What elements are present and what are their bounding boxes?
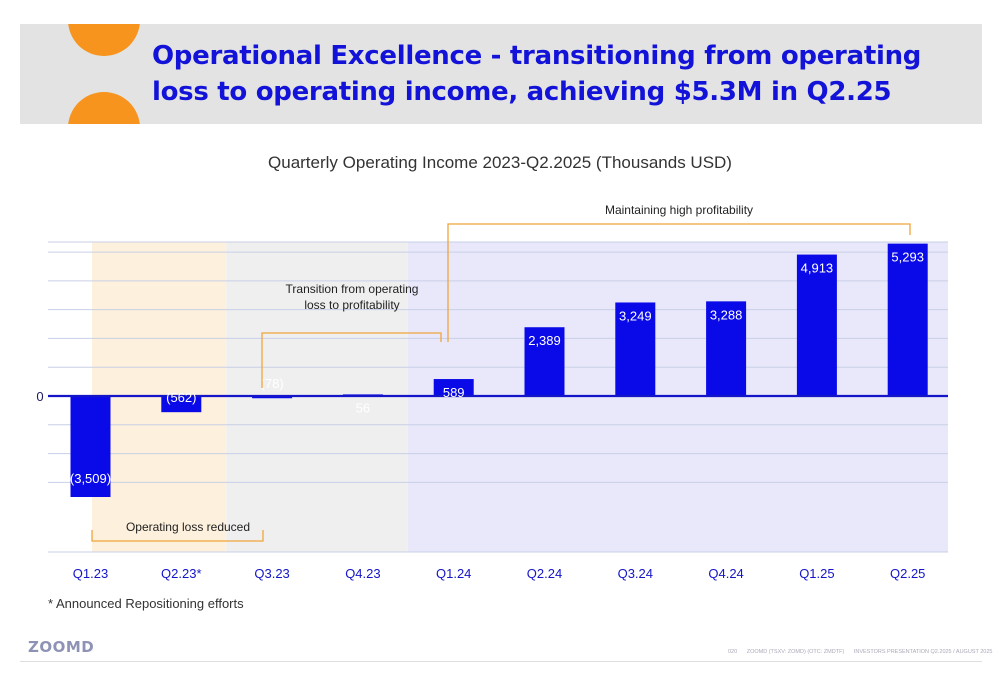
x-tick-label: Q4.23	[345, 566, 380, 581]
data-label: 56	[356, 400, 370, 415]
annotation-loss-reduced: Operating loss reduced	[126, 520, 250, 534]
data-label: 3,249	[619, 308, 652, 323]
data-label: 3,288	[710, 307, 743, 322]
data-label: (3,509)	[70, 471, 111, 486]
chart-title: Quarterly Operating Income 2023-Q2.2025 …	[268, 153, 732, 172]
brand-shape-icon	[68, 24, 140, 124]
data-label: 589	[443, 385, 465, 400]
x-tick-label: Q1.25	[799, 566, 834, 581]
bar	[887, 243, 928, 396]
bar	[161, 396, 202, 413]
bar	[252, 396, 293, 399]
data-label: (562)	[166, 390, 196, 405]
operating-income-chart: 0 (3,509) (562) (78) 56 589 2,389 3,249 3,288 4,9…	[36, 203, 948, 581]
y-tick-label: 0	[36, 389, 43, 404]
footer-meta: 020 ZOOMD (TSXV: ZOMD) (OTC: ZMDTF) INVE…	[728, 649, 1000, 655]
x-tick-label: Q1.24	[436, 566, 471, 581]
bracket-maintaining	[447, 223, 911, 342]
page-number: 020	[728, 649, 738, 655]
footer-ticker: ZOOMD (TSXV: ZOMD) (OTC: ZMDTF)	[746, 649, 845, 655]
data-label: 5,293	[891, 250, 924, 265]
x-tick-label: Q3.24	[618, 566, 653, 581]
zoomd-logo: ZOOMD	[28, 638, 94, 656]
bar	[433, 379, 474, 396]
data-label: 4,913	[801, 261, 834, 276]
bar	[796, 254, 837, 396]
x-tick-label: Q2.24	[527, 566, 562, 581]
bracket-loss-reduced	[91, 530, 264, 542]
annotation-transition-line2: loss to profitability	[304, 298, 399, 312]
annotation-maintaining: Maintaining high profitability	[605, 203, 753, 217]
x-tick-label: Q1.23	[73, 566, 108, 581]
bar	[70, 396, 111, 498]
header-banner: Operational Excellence - transitioning f…	[20, 24, 982, 124]
data-label: (78)	[261, 376, 284, 391]
page-title: Operational Excellence - transitioning f…	[152, 41, 922, 107]
bar	[706, 301, 747, 396]
x-tick-label: Q4.24	[708, 566, 743, 581]
annotation-transition-line1: Transition from operating	[286, 282, 419, 296]
data-label: 2,389	[528, 333, 561, 348]
svg-text:ZOOMD: ZOOMD	[28, 638, 94, 656]
footnote: * Announced Repositioning efforts	[48, 596, 244, 611]
x-tick-label: Q3.23	[254, 566, 289, 581]
footer-divider	[20, 661, 982, 662]
footer-presentation: INVESTORS PRESENTATION Q2.2025 / AUGUST …	[853, 649, 993, 655]
bracket-transition	[261, 332, 442, 388]
bar	[524, 327, 565, 396]
x-tick-label: Q2.25	[890, 566, 925, 581]
bar	[615, 302, 656, 396]
x-tick-label: Q2.23*	[161, 566, 201, 581]
